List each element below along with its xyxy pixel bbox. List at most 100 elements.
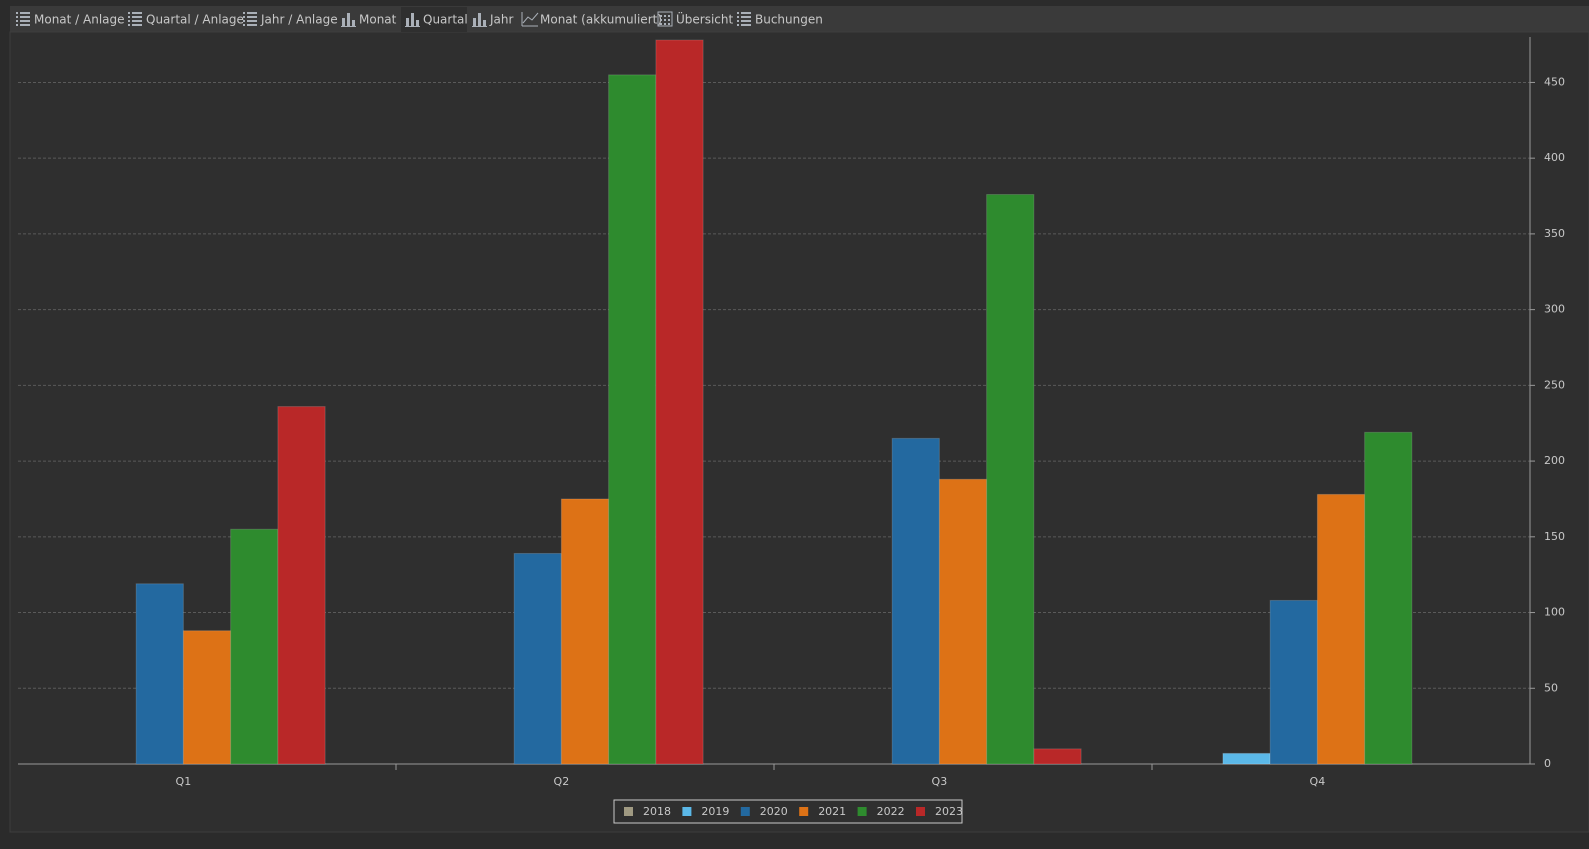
x-tick-label: Q2 (554, 775, 570, 788)
tab[interactable]: Quartal / Anlage (128, 12, 244, 27)
tab-label: Jahr / Anlage (260, 13, 338, 27)
tab-icon (16, 24, 18, 26)
tab-icon (243, 16, 245, 18)
tab-icon (483, 20, 486, 26)
tab-icon (20, 24, 30, 26)
bar (1316, 493, 1366, 765)
tab-icon (341, 26, 356, 27)
bar (560, 498, 610, 765)
x-tick-label: Q3 (932, 775, 948, 788)
y-tick-label: 450 (1544, 75, 1565, 88)
tab-icon (20, 20, 30, 22)
tab-icon (132, 20, 142, 22)
bar (986, 194, 1035, 765)
tab-icon (405, 26, 420, 27)
tab-icon (522, 12, 539, 24)
tab-icon (347, 13, 350, 26)
tab-icon (664, 23, 666, 25)
tab[interactable]: Monat / Anlage (16, 12, 125, 27)
legend: 2018 2019 2020 2021 2022 2023 (613, 799, 963, 824)
tab-icon (660, 23, 662, 25)
tab-icon (668, 23, 670, 25)
tab[interactable]: Jahr (472, 13, 513, 28)
tab-icon (473, 18, 476, 26)
tab-icon (472, 26, 487, 27)
legend-box (613, 799, 963, 824)
tab-icon (352, 20, 355, 26)
bar (277, 406, 326, 765)
tab-icon (128, 16, 130, 18)
tab-icon (128, 24, 130, 26)
tab-icon (20, 12, 30, 14)
y-tick-label: 200 (1544, 454, 1565, 467)
tab-icon (406, 18, 409, 26)
tab-icon (247, 24, 257, 26)
legend-swatch (916, 807, 925, 816)
y-tick-label: 150 (1544, 530, 1565, 543)
tab-icon (657, 11, 673, 27)
tab-icon (660, 19, 662, 21)
x-tick-label: Q1 (176, 775, 192, 788)
tab-icon (668, 15, 670, 17)
bar (938, 478, 988, 765)
tab-icon (132, 12, 142, 14)
legend-swatch (799, 807, 809, 816)
tab[interactable]: Übersicht (657, 11, 734, 27)
y-tick-label: 400 (1544, 151, 1565, 164)
tab-icon (741, 20, 751, 22)
tab-icon (664, 19, 666, 21)
bar (1269, 599, 1318, 765)
tab[interactable]: Quartal (401, 7, 468, 32)
y-tick-label: 300 (1544, 303, 1565, 316)
tab-icon (737, 20, 739, 22)
tab-icon (16, 12, 18, 14)
tab-label: Monat / Anlage (34, 13, 125, 27)
tab-icon (411, 13, 414, 26)
legend-swatch (682, 807, 692, 816)
bar (135, 583, 184, 765)
tab-label: Buchungen (755, 13, 823, 27)
legend-swatch (740, 807, 750, 816)
tab-icon (741, 12, 751, 14)
x-tick-label: Q4 (1310, 775, 1326, 788)
legend-label: 2023 (935, 805, 963, 818)
tab-label: Übersicht (676, 11, 734, 27)
tab[interactable]: Buchungen (737, 12, 823, 27)
tab-icon (128, 20, 130, 22)
tab-icon (478, 13, 481, 26)
bar (608, 74, 657, 765)
tab-icon (741, 16, 751, 18)
y-tick-label: 50 (1544, 681, 1558, 694)
tab-icon (664, 15, 666, 17)
tab-icon (416, 20, 419, 26)
tab[interactable]: Monat (akkumuliert) (521, 12, 662, 27)
tab-label: Monat (akkumuliert) (540, 13, 662, 27)
bar (1222, 752, 1271, 765)
tab-icon (16, 20, 18, 22)
tab-icon (132, 24, 142, 26)
tab-icon (668, 19, 670, 21)
tab-icon (737, 12, 739, 14)
y-tick-label: 0 (1544, 757, 1551, 770)
tab[interactable]: Monat (341, 13, 397, 28)
y-tick-label: 100 (1544, 606, 1565, 619)
tab-icon (243, 20, 245, 22)
bar (182, 630, 232, 765)
tab-icon (243, 24, 245, 26)
bar (1033, 748, 1082, 765)
tab-icon (737, 24, 739, 26)
tab-label: Quartal / Anlage (146, 13, 244, 27)
tab-icon (247, 12, 257, 14)
legend-swatch (624, 807, 633, 816)
tab-icon (737, 16, 739, 18)
tab-icon (247, 20, 257, 22)
tab-bar (10, 6, 1589, 32)
tab-icon (342, 18, 345, 26)
tab[interactable]: Jahr / Anlage (243, 12, 338, 27)
tab-icon (247, 16, 257, 18)
bar (513, 552, 562, 765)
tab-icon (132, 16, 142, 18)
tab-icon (660, 15, 662, 17)
legend-label: 2019 (701, 805, 729, 818)
